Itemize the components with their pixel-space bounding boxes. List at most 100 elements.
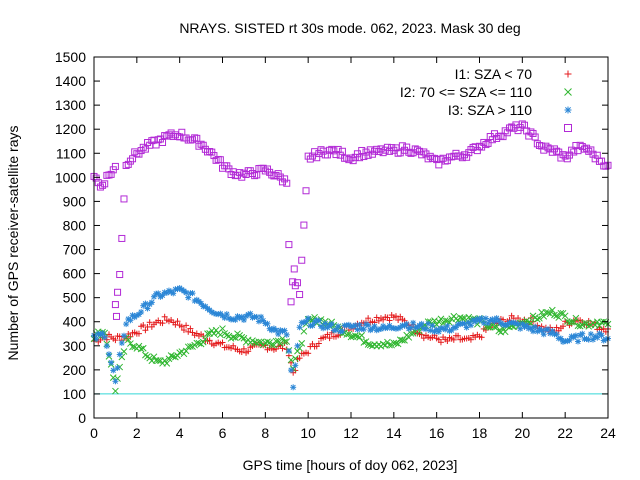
y-tick-label: 300 xyxy=(63,338,87,354)
data-point xyxy=(187,343,194,350)
data-point xyxy=(291,355,299,362)
data-point xyxy=(467,322,474,329)
data-point xyxy=(533,315,541,323)
data-point xyxy=(326,335,333,342)
series-3 xyxy=(90,120,612,320)
data-point xyxy=(351,153,359,161)
data-point xyxy=(191,134,199,142)
data-point xyxy=(518,120,526,128)
data-point xyxy=(159,138,167,146)
data-point xyxy=(338,147,346,155)
data-point xyxy=(581,319,588,327)
data-point xyxy=(572,314,580,322)
data-point xyxy=(418,331,425,338)
data-point xyxy=(131,148,139,156)
data-point xyxy=(328,321,335,328)
data-point xyxy=(360,153,368,161)
data-point xyxy=(238,313,245,320)
data-point xyxy=(210,152,218,160)
data-point xyxy=(484,139,492,147)
y-tick-label: 1000 xyxy=(55,169,86,185)
data-point xyxy=(122,161,130,169)
legend-marker xyxy=(564,106,572,114)
data-point xyxy=(219,339,226,346)
data-point xyxy=(163,360,171,367)
data-point xyxy=(198,300,205,307)
y-tick-label: 500 xyxy=(63,290,87,306)
data-point xyxy=(206,148,214,156)
data-point xyxy=(281,175,289,183)
data-point xyxy=(320,325,327,332)
y-tick-label: 0 xyxy=(78,410,86,426)
legend-marker xyxy=(564,70,572,78)
data-point xyxy=(107,170,115,178)
data-point xyxy=(324,331,331,338)
data-point xyxy=(101,334,108,341)
data-point xyxy=(401,337,408,344)
data-point xyxy=(290,265,298,273)
data-point xyxy=(229,333,237,341)
data-point xyxy=(563,155,571,163)
data-point xyxy=(493,323,500,331)
series-2 xyxy=(91,285,611,391)
y-tick-label: 800 xyxy=(63,217,87,233)
data-point xyxy=(120,332,127,339)
data-point xyxy=(240,334,248,342)
data-point xyxy=(161,313,168,320)
data-point xyxy=(142,300,149,307)
data-point xyxy=(523,322,530,329)
x-tick-label: 0 xyxy=(90,425,98,441)
data-point xyxy=(135,330,142,337)
data-point xyxy=(114,288,122,296)
data-point xyxy=(386,147,394,155)
data-point xyxy=(540,331,547,338)
data-point xyxy=(410,319,417,326)
data-point xyxy=(315,317,322,324)
data-point xyxy=(167,352,175,359)
data-point xyxy=(261,167,269,175)
data-point xyxy=(503,129,511,137)
data-point xyxy=(180,350,188,358)
data-point xyxy=(345,330,353,338)
data-point xyxy=(193,134,201,142)
x-axis-label: GPS time [hours of doy 062, 2023] xyxy=(243,457,458,473)
data-point xyxy=(395,317,402,324)
data-point xyxy=(285,241,293,249)
data-point xyxy=(351,332,359,340)
data-point xyxy=(253,313,260,320)
data-point xyxy=(245,348,252,355)
data-point xyxy=(418,320,425,327)
data-point xyxy=(491,318,498,325)
data-point xyxy=(455,332,462,339)
data-point xyxy=(146,319,153,326)
data-point xyxy=(169,133,177,141)
y-tick-label: 400 xyxy=(63,314,87,330)
y-tick-label: 1100 xyxy=(56,145,86,161)
data-point xyxy=(276,340,284,347)
data-point xyxy=(358,332,366,339)
data-point xyxy=(219,325,226,332)
data-point xyxy=(223,331,231,339)
data-point xyxy=(281,338,288,346)
data-point xyxy=(326,146,334,154)
data-point xyxy=(515,315,522,322)
data-point xyxy=(365,322,372,329)
data-point xyxy=(548,306,556,314)
data-point xyxy=(127,317,134,324)
data-point xyxy=(575,338,582,345)
data-point xyxy=(112,387,119,395)
data-point xyxy=(311,148,319,156)
data-point xyxy=(508,123,516,131)
data-point xyxy=(527,128,535,136)
data-point xyxy=(589,150,597,158)
data-point xyxy=(317,146,325,154)
data-point xyxy=(392,313,399,320)
data-point xyxy=(293,279,301,287)
x-tick-label: 4 xyxy=(176,425,184,441)
data-point xyxy=(570,148,578,156)
data-point xyxy=(99,181,107,189)
data-point xyxy=(362,338,370,345)
legend: I1: SZA < 70 I2: 70 <= SZA <= 110 I3: SZA … xyxy=(400,66,572,132)
data-point xyxy=(339,328,346,335)
data-point xyxy=(251,172,259,180)
